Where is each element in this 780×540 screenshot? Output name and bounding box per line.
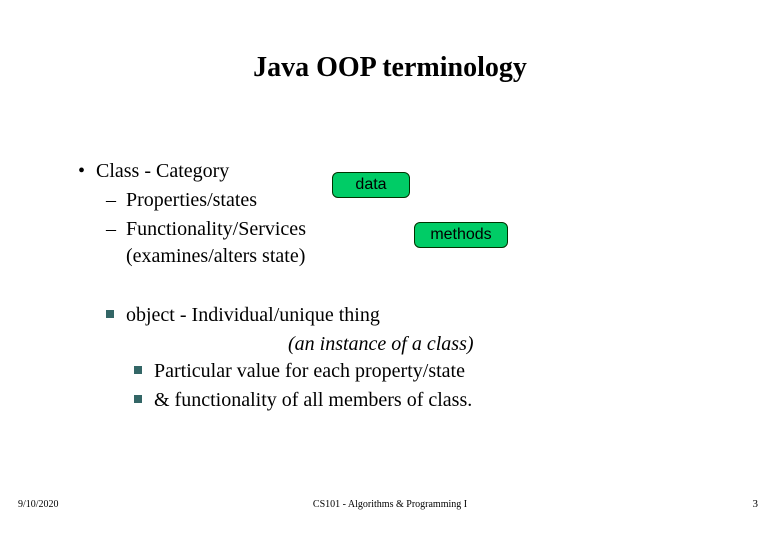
square-bullet-icon bbox=[134, 387, 154, 403]
functionality-line1: Functionality/Services bbox=[126, 218, 306, 240]
bullet-object: object - Individual/unique thing bbox=[106, 302, 698, 329]
instance-line: (an instance of a class) bbox=[288, 331, 698, 358]
sub-bullet-functionality-members-text: & functionality of all members of class. bbox=[154, 387, 472, 414]
functionality-line2: (examines/alters state) bbox=[126, 245, 305, 267]
square-bullet-icon bbox=[134, 358, 154, 374]
footer-page-number: 3 bbox=[753, 498, 759, 510]
slide: Java OOP terminology • Class - Category … bbox=[0, 0, 780, 540]
spacer bbox=[78, 272, 698, 302]
sub-bullet-functionality-members: & functionality of all members of class. bbox=[134, 387, 698, 414]
callout-methods: methods bbox=[414, 222, 508, 248]
footer-center: CS101 - Algorithms & Programming I bbox=[0, 499, 780, 510]
bullet-object-text: object - Individual/unique thing bbox=[126, 302, 380, 329]
callout-data: data bbox=[332, 172, 410, 198]
square-bullet-icon bbox=[106, 302, 126, 318]
dash-icon: – bbox=[106, 187, 126, 214]
sub-bullet-particular-text: Particular value for each property/state bbox=[154, 358, 465, 385]
slide-title: Java OOP terminology bbox=[0, 52, 780, 84]
dash-icon: – bbox=[106, 216, 126, 243]
bullet-class-text: Class - Category bbox=[96, 158, 229, 185]
sub-bullet-particular: Particular value for each property/state bbox=[134, 358, 698, 385]
sub-bullet-properties-text: Properties/states bbox=[126, 187, 257, 214]
sub-bullet-functionality: – Functionality/Services (examines/alter… bbox=[106, 216, 698, 270]
bullet-dot-icon: • bbox=[78, 158, 96, 185]
sub-bullet-functionality-text: Functionality/Services (examines/alters … bbox=[126, 216, 306, 270]
